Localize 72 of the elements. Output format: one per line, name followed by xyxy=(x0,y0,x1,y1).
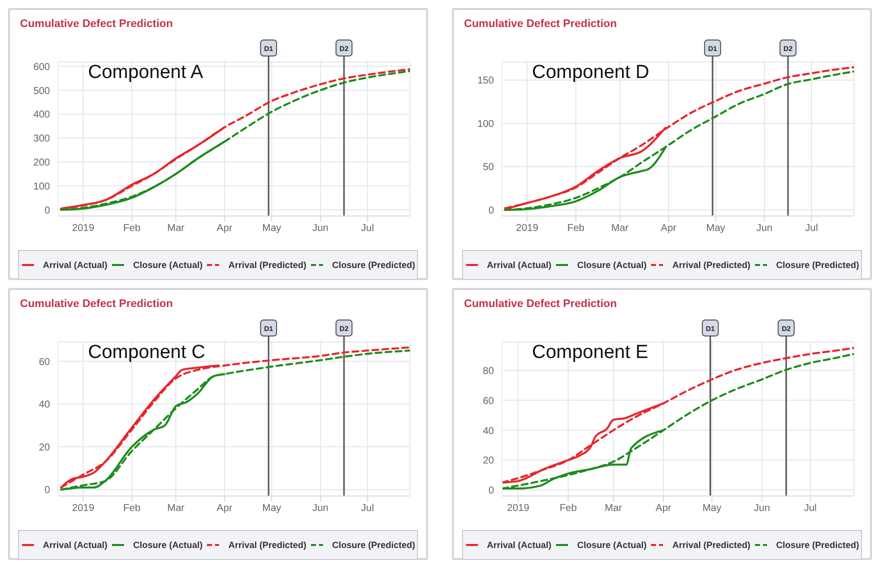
x-tick-label: 2019 xyxy=(507,503,530,514)
y-tick-label: 0 xyxy=(44,205,50,216)
x-tick-label: Apr xyxy=(216,503,234,514)
x-tick-label: May xyxy=(702,503,722,514)
y-tick-label: 50 xyxy=(482,162,494,174)
chart-title: Cumulative Defect Prediction xyxy=(19,297,174,312)
legend-label: Arrival (Actual) xyxy=(42,260,108,270)
x-tick-label: Jun xyxy=(312,503,328,514)
chart-title: Cumulative Defect Prediction xyxy=(463,297,618,312)
legend-label: Arrival (Actual) xyxy=(486,540,552,550)
x-tick-label: Apr xyxy=(656,503,672,514)
x-tick-label: 2019 xyxy=(516,223,539,234)
legend-label: Closure (Predicted) xyxy=(332,540,416,550)
chart-title: Cumulative Defect Prediction xyxy=(463,17,618,32)
legend-label: Closure (Actual) xyxy=(133,260,203,270)
legend-label: Closure (Predicted) xyxy=(776,540,860,550)
legend-label: Closure (Actual) xyxy=(133,540,203,550)
legend-label: Closure (Actual) xyxy=(577,260,647,270)
x-tick-label: May xyxy=(262,223,282,234)
y-tick-label: 0 xyxy=(488,486,494,497)
y-tick-label: 150 xyxy=(477,76,494,87)
annotation: Component E xyxy=(532,342,648,364)
x-tick-label: Apr xyxy=(660,223,678,234)
legend-label: Arrival (Actual) xyxy=(486,260,552,270)
chart-title: Cumulative Defect Prediction xyxy=(19,17,174,32)
x-tick-label: Mar xyxy=(167,503,186,514)
x-tick-label: 2019 xyxy=(72,503,95,514)
y-tick-label: 100 xyxy=(33,181,50,192)
y-tick-label: 600 xyxy=(33,62,50,73)
legend-label: Arrival (Predicted) xyxy=(228,260,306,270)
x-tick-label: Mar xyxy=(611,223,630,234)
y-tick-label: 0 xyxy=(44,485,50,496)
y-tick-label: 20 xyxy=(38,442,50,454)
legend-label: Closure (Predicted) xyxy=(332,260,416,270)
annotation: Component C xyxy=(88,342,206,364)
legend-label: Arrival (Actual) xyxy=(42,540,108,550)
x-tick-label: 2019 xyxy=(72,223,95,234)
x-tick-label: Mar xyxy=(604,503,623,514)
x-tick-label: Jun xyxy=(312,223,328,234)
x-tick-label: Feb xyxy=(123,223,141,234)
legend-label: Arrival (Predicted) xyxy=(672,260,750,270)
x-tick-label: Jul xyxy=(361,503,374,514)
y-tick-label: 20 xyxy=(482,456,494,467)
y-tick-label: 40 xyxy=(38,400,50,411)
x-tick-label: Feb xyxy=(567,223,585,234)
x-tick-label: Jul xyxy=(361,223,374,234)
x-tick-label: Feb xyxy=(560,503,578,514)
y-tick-label: 400 xyxy=(33,110,50,121)
y-tick-label: 500 xyxy=(33,86,50,97)
legend-label: Arrival (Predicted) xyxy=(228,540,306,550)
y-tick-label: 40 xyxy=(482,426,494,437)
y-tick-label: 100 xyxy=(477,118,494,130)
x-tick-label: Jun xyxy=(754,503,770,514)
legend-label: Closure (Actual) xyxy=(577,540,647,550)
y-tick-label: 80 xyxy=(482,366,494,377)
y-tick-label: 60 xyxy=(482,396,494,407)
x-tick-label: Jul xyxy=(805,223,818,234)
y-tick-label: 60 xyxy=(38,356,50,368)
annotation: Component D xyxy=(532,62,650,84)
annotation: Component A xyxy=(88,62,204,84)
y-tick-label: 300 xyxy=(33,134,50,145)
x-tick-label: Jul xyxy=(804,503,817,514)
x-tick-label: Apr xyxy=(216,223,234,234)
legend-label: Closure (Predicted) xyxy=(776,260,860,270)
x-tick-label: Mar xyxy=(167,223,186,234)
legend-label: Arrival (Predicted) xyxy=(672,540,750,550)
x-tick-label: May xyxy=(706,223,726,234)
x-tick-label: Feb xyxy=(123,503,141,514)
y-tick-label: 200 xyxy=(33,158,50,169)
x-tick-label: May xyxy=(262,503,282,514)
y-tick-label: 0 xyxy=(488,205,494,216)
x-tick-label: Jun xyxy=(756,223,772,234)
